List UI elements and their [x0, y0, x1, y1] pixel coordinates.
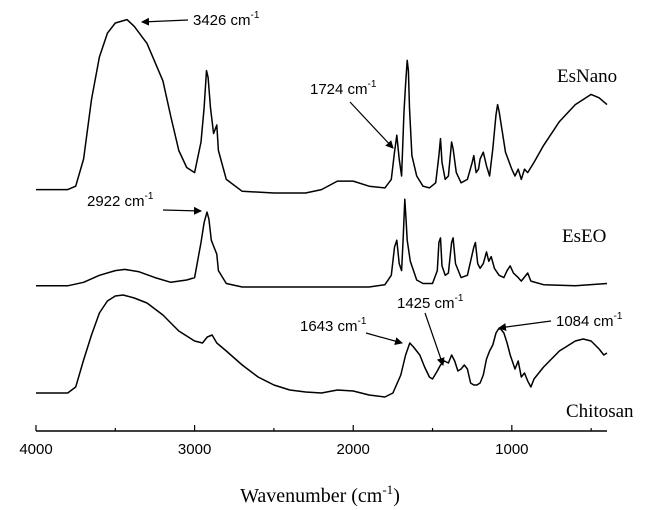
x-axis-ticks: 4000 3000 2000 1000 — [19, 425, 592, 458]
annotation-arrow — [162, 206, 202, 215]
x-tick-label-4000: 4000 — [19, 441, 52, 458]
peak-annotation-1643: 1643 cm-1 — [300, 316, 367, 335]
x-tick-label-2000: 2000 — [337, 441, 370, 458]
x-tick-label-3000: 3000 — [178, 441, 211, 458]
series-esnano-line — [36, 18, 608, 194]
annotation-arrow — [498, 320, 552, 332]
series-chitosan-label: Chitosan — [566, 401, 634, 422]
x-axis-label: Wavenumber (cm-1) — [240, 482, 400, 507]
peak-annotation-1724: 1724 cm-1 — [310, 79, 377, 98]
peak-annotation-3426: 3426 cm-1 — [193, 10, 260, 29]
spectra-group — [36, 18, 608, 398]
peak-annotations: 3426 cm-1 1724 cm-1 2922 cm-1 1643 cm-1 … — [87, 10, 623, 366]
peak-annotation-2922: 2922 cm-1 — [87, 191, 154, 210]
peak-annotation-1084: 1084 cm-1 — [556, 311, 623, 330]
series-eseo-label: EsEO — [562, 226, 606, 247]
series-eseo-line — [36, 198, 608, 288]
x-tick-label-1000: 1000 — [495, 441, 528, 458]
peak-annotation-1425: 1425 cm-1 — [397, 293, 464, 312]
annotation-arrow — [141, 17, 189, 26]
series-chitosan-line — [36, 294, 608, 398]
series-esnano-label: EsNano — [557, 66, 617, 87]
annotation-arrow — [349, 101, 394, 149]
annotation-arrow — [365, 332, 403, 345]
annotation-arrow — [424, 312, 445, 366]
